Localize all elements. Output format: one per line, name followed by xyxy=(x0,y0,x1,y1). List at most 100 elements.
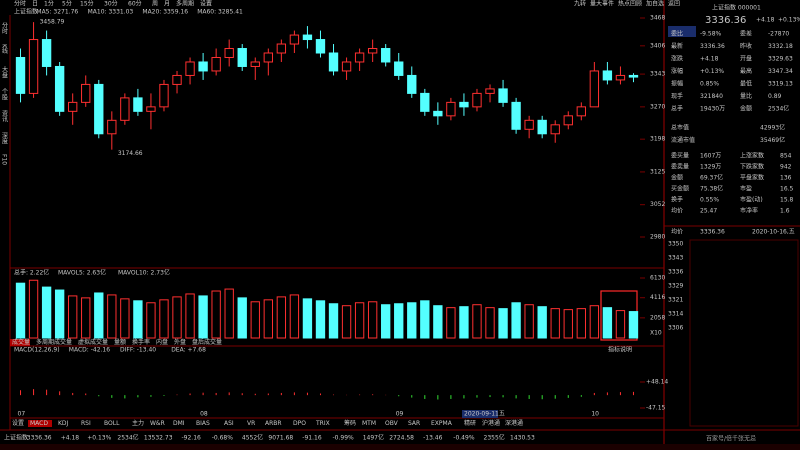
indicator-tab[interactable]: MTM xyxy=(362,420,376,427)
toolbar-button[interactable]: 日 xyxy=(32,1,38,8)
volume-bar xyxy=(107,294,117,339)
sidebar-tab[interactable]: 分时 xyxy=(1,21,8,34)
quote-value: 942 xyxy=(780,164,792,171)
price-axis-label: 3052 xyxy=(650,201,665,208)
sidebar-tab[interactable]: 大盘 xyxy=(1,65,8,78)
quote-value: 854 xyxy=(780,153,792,160)
crosshair-date-bg xyxy=(462,410,498,418)
macd-help[interactable]: 指标说明 xyxy=(608,346,632,354)
status-item: -0.49% xyxy=(453,435,475,442)
status-item: -13.46 xyxy=(423,435,443,442)
volume-bar xyxy=(394,303,404,339)
toolbar-button[interactable]: 30分 xyxy=(104,0,118,8)
candle-body xyxy=(172,74,182,85)
indicator-tab[interactable]: 沪港通 xyxy=(482,419,500,427)
volume-bar xyxy=(524,304,534,339)
toolbar-button[interactable]: 返回 xyxy=(668,1,680,8)
volume-bar xyxy=(446,307,456,339)
candle-body xyxy=(537,119,547,135)
quote-label: 振幅 xyxy=(671,80,683,88)
candle-body xyxy=(250,61,260,67)
candle-body xyxy=(237,48,247,67)
indicator-tab[interactable]: TRIX xyxy=(315,420,330,427)
indicator-tab[interactable]: VR xyxy=(247,420,255,427)
volume-bar xyxy=(433,305,443,339)
indicator-tab[interactable]: W&R xyxy=(150,420,165,427)
stock-change: +4.18 xyxy=(756,17,775,24)
quote-label: 委买量 xyxy=(671,152,689,160)
toolbar-button[interactable]: 九转 xyxy=(574,0,586,8)
status-item: 9071.68 xyxy=(268,435,293,442)
indicator-tab[interactable]: ARBR xyxy=(265,420,282,427)
volume-tab[interactable]: 量额 xyxy=(114,338,126,346)
sidebar-tab[interactable]: F10 xyxy=(1,154,8,165)
indicator-tab[interactable]: 主力 xyxy=(132,419,144,427)
indicator-tab[interactable]: BIAS xyxy=(196,420,210,427)
candle-body xyxy=(576,106,586,117)
toolbar-button[interactable]: 热点回顾 xyxy=(618,0,642,8)
quote-label: 委差 xyxy=(740,30,752,38)
candle-body xyxy=(602,70,613,81)
mini-label: 均价 xyxy=(671,228,683,236)
sidebar-tab[interactable]: 资讯 xyxy=(1,109,8,123)
stock-name: 上证指数 000001 xyxy=(712,4,761,12)
candle-body xyxy=(511,101,521,130)
candle-body xyxy=(146,106,156,112)
indicator-tab[interactable]: 筹码 xyxy=(344,419,356,427)
volume-tab[interactable]: 换手率 xyxy=(132,338,150,346)
watermark: 百家号/倍千张无忌 xyxy=(706,435,756,443)
candle-body xyxy=(15,56,26,94)
volume-axis-label: 6130 xyxy=(650,275,665,282)
quote-value: +0.13% xyxy=(700,68,724,75)
toolbar-button[interactable]: 周 xyxy=(152,1,158,8)
toolbar-button[interactable]: 60分 xyxy=(128,0,142,8)
mini-value: 3336.36 xyxy=(700,229,725,236)
indicator-tab[interactable]: MACD xyxy=(30,420,48,427)
toolbar-button[interactable]: 分时 xyxy=(14,0,26,8)
toolbar-button[interactable]: 5分 xyxy=(62,0,72,8)
price-axis-label: 3125 xyxy=(650,168,665,175)
indicator-tab[interactable]: RSI xyxy=(81,420,91,427)
indicator-tab[interactable]: 设置 xyxy=(12,419,24,427)
volume-tab[interactable]: 多周期成交量 xyxy=(36,338,72,346)
quote-label: 涨幅 xyxy=(671,67,683,75)
indicator-tab[interactable]: ASI xyxy=(224,420,234,427)
toolbar-button[interactable]: 量大事件 xyxy=(590,0,614,8)
indicator-tab[interactable]: EXPMA xyxy=(431,420,453,427)
toolbar-button[interactable]: 15分 xyxy=(80,0,94,8)
volume-tab[interactable]: 内盘 xyxy=(156,338,168,346)
price-axis-label: 2980 xyxy=(650,234,665,241)
indicator-tab[interactable]: OBV xyxy=(385,420,399,427)
sidebar-tab[interactable]: 深度 xyxy=(1,131,8,145)
volume-tab[interactable]: 盘后成交量 xyxy=(192,338,222,346)
volume-tab[interactable]: 外盘 xyxy=(174,338,186,346)
quote-label: 金额 xyxy=(740,105,752,113)
volume-bar xyxy=(328,303,339,339)
indicator-tab[interactable]: 深港通 xyxy=(505,419,523,427)
indicator-tab[interactable]: DMI xyxy=(173,420,185,427)
quote-label: 市盈 xyxy=(740,185,752,193)
candle-body xyxy=(446,101,456,117)
indicator-tab[interactable]: KDJ xyxy=(58,420,69,427)
quote-value: 3332.18 xyxy=(768,43,793,50)
sidebar-tab[interactable]: K线 xyxy=(1,44,8,54)
mini-axis-label: 3314 xyxy=(668,311,683,318)
volume-bar xyxy=(589,305,600,339)
candle-body xyxy=(224,48,234,58)
volume-tab[interactable]: 虚拟成交量 xyxy=(78,338,108,346)
indicator-tab[interactable]: 精研 xyxy=(464,419,476,427)
sidebar-tab[interactable]: 个股 xyxy=(1,88,8,101)
toolbar-button[interactable]: 1分 xyxy=(44,0,54,8)
toolbar-button[interactable]: 月 xyxy=(164,1,170,8)
volume-tab[interactable]: 成交量 xyxy=(12,338,30,346)
status-item: 4552亿 xyxy=(242,434,263,442)
indicator-tab[interactable]: DPO xyxy=(293,420,306,427)
toolbar-button[interactable]: 多周期 xyxy=(176,0,194,8)
candle-body xyxy=(367,48,378,54)
candle-body xyxy=(589,70,600,108)
toolbar-button[interactable]: 设置 xyxy=(200,0,212,8)
toolbar-button[interactable]: 加自选 xyxy=(646,0,664,8)
indicator-tab[interactable]: SAR xyxy=(408,420,420,427)
indicator-tab[interactable]: BOLL xyxy=(104,420,120,427)
